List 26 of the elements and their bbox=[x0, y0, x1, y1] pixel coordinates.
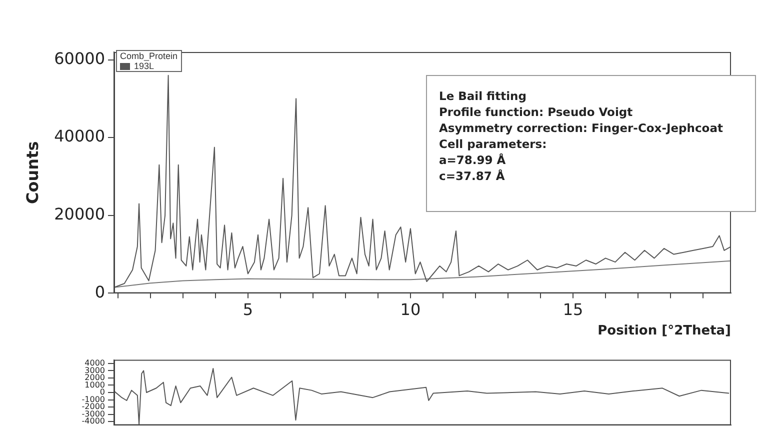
y-tick-label: 4000 bbox=[84, 358, 105, 368]
annotation: Asymmetry correction: Finger-Cox-Jephcoat bbox=[439, 120, 724, 136]
y-tick-label: -2000 bbox=[82, 402, 105, 412]
x-axis-title: Position [°2Theta] bbox=[598, 324, 731, 339]
y-tick-label: 0 bbox=[94, 282, 105, 302]
y-tick-label: 3000 bbox=[84, 366, 105, 375]
y-tick-label: -4000 bbox=[82, 416, 105, 426]
annotation: Profile function: Pseudo Voigt bbox=[439, 104, 634, 120]
y-tick-label: 60000 bbox=[54, 48, 105, 68]
y-tick-label: -3000 bbox=[82, 409, 105, 418]
annotation: a=78.99 Å bbox=[439, 152, 507, 168]
y-axis-title: Counts bbox=[22, 141, 42, 204]
y-tick-label: -1000 bbox=[82, 394, 105, 404]
y-tick-label: 2000 bbox=[84, 373, 105, 382]
legend-title: Comb_Protein bbox=[120, 51, 178, 61]
annotation: Le Bail fitting bbox=[439, 88, 528, 104]
y-tick-label: 1000 bbox=[84, 380, 105, 390]
y-tick-label: 40000 bbox=[54, 126, 105, 146]
y-tick-label: 0 bbox=[100, 388, 105, 397]
x-tick-label: 15 bbox=[562, 300, 584, 319]
legend-label: 193L bbox=[134, 61, 154, 71]
annotation: c=37.87 Å bbox=[439, 168, 506, 184]
annotation: Cell parameters: bbox=[439, 136, 548, 152]
x-tick-label: 5 bbox=[242, 300, 254, 319]
y-tick-label: 20000 bbox=[54, 204, 105, 224]
x-tick-label: 10 bbox=[400, 300, 421, 319]
